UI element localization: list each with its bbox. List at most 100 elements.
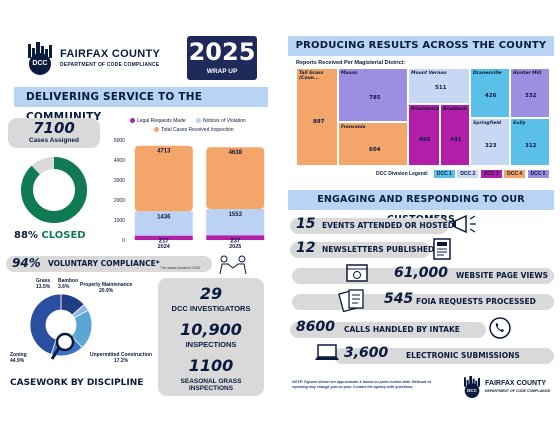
right-page: PRODUCING RESULTS ACROSS THE COUNTY Repo… bbox=[280, 0, 560, 433]
pie-zoning-pct: 44.9% bbox=[10, 358, 25, 364]
cell-hunter-mill: Hunter Mill 332 bbox=[510, 68, 550, 118]
district-treemap: Tall Grass (Coun... 897 Mason 785 Franco… bbox=[296, 68, 550, 168]
pie-label-property: Property Maintenance 20.9% bbox=[80, 282, 132, 294]
stat-web-views-label: WEBSITE PAGE VIEWS bbox=[456, 271, 549, 280]
bar-legal-label: 237 bbox=[230, 238, 241, 244]
stat-foia-label: FOIA REQUESTS PROCESSED bbox=[416, 297, 536, 306]
laptop-icon bbox=[315, 344, 339, 360]
footer-org-subtitle: DEPARTMENT OF CODE COMPLIANCE bbox=[485, 389, 551, 393]
stat-calls-pill bbox=[290, 322, 486, 338]
bar-notices-label: 1553 bbox=[229, 212, 243, 218]
casework-title: CASEWORK BY DISCIPLINE bbox=[10, 378, 144, 388]
stat-newsletters-label: NEWSLETTERS PUBLISHED bbox=[322, 245, 435, 254]
bar-notices bbox=[134, 211, 193, 236]
stat-newsletters-number: 12 bbox=[296, 240, 316, 256]
voluntary-percent: 94% bbox=[12, 256, 41, 270]
bar-total-label: 4638 bbox=[229, 150, 243, 156]
y-tick-label: 5000 bbox=[114, 138, 125, 144]
pie-label-zoning: Zoning 44.9% bbox=[10, 352, 27, 364]
inspections-number: 10,900 bbox=[180, 320, 242, 339]
year-subtitle: WRAP UP bbox=[206, 68, 238, 75]
stat-events-pill bbox=[290, 218, 448, 234]
closed-stat: 88% CLOSED bbox=[14, 230, 86, 241]
pie-label-grass: Grass 13.5% bbox=[36, 278, 50, 290]
cell-franconia-value: 604 bbox=[369, 147, 381, 153]
legend-dcc3: DCC 3 bbox=[480, 170, 502, 178]
webpage-icon bbox=[346, 264, 368, 282]
y-tick-label: 3000 bbox=[114, 178, 125, 184]
bar-total bbox=[134, 145, 193, 212]
stat-newsletters-pill bbox=[290, 242, 430, 258]
pie-zoning-name: Zoning bbox=[10, 352, 27, 358]
cell-braddock-value: 441 bbox=[450, 137, 462, 143]
bar-total bbox=[206, 147, 265, 209]
results-banner: PRODUCING RESULTS ACROSS THE COUNTY bbox=[288, 36, 554, 56]
cell-providence-value: 466 bbox=[419, 137, 431, 143]
pie-slice-zoning bbox=[29, 293, 62, 355]
skyline-logo-icon bbox=[28, 42, 52, 75]
seasonal-label: SEASONAL GRASS INSPECTIONS bbox=[180, 378, 242, 392]
cell-dranesville: Dranesville 426 bbox=[470, 68, 510, 118]
cell-tall-grass-name: Tall Grass (Coun... bbox=[299, 71, 324, 81]
investigators-label: DCC INVESTIGATORS bbox=[171, 304, 251, 313]
legend-total-label: Total Cases Received Inspection bbox=[161, 127, 234, 133]
division-legend: DCC Division Legend: DCC 1 DCC 2 DCC 3 D… bbox=[376, 170, 549, 178]
cell-tall-grass: Tall Grass (Coun... 897 bbox=[296, 68, 338, 166]
cell-dranesville-value: 426 bbox=[485, 93, 497, 99]
cases-assigned-number: 7100 bbox=[33, 119, 75, 137]
legend-notices-label: Notices of Violation bbox=[203, 118, 246, 124]
stat-electronic-number: 3,600 bbox=[344, 345, 389, 361]
donut-closed-arc bbox=[21, 157, 87, 223]
cell-dranesville-name: Dranesville bbox=[473, 71, 502, 76]
cell-franconia: Franconia 604 bbox=[338, 122, 408, 166]
pie-label-unpermitted: Unpermitted Construction 17.2% bbox=[90, 352, 152, 364]
legend-dcc4: DCC 4 bbox=[504, 170, 526, 178]
investigators-number: 29 bbox=[199, 284, 223, 303]
engaging-banner: ENGAGING AND RESPONDING TO OUR CUSTOMERS bbox=[288, 190, 554, 225]
cell-mount-vernon-name: Mount Vernon bbox=[411, 71, 447, 76]
pie-unpermitted-name: Unpermitted Construction bbox=[90, 352, 152, 358]
stat-electronic-pill bbox=[334, 348, 554, 364]
legend-notices: Notices of Violation bbox=[196, 118, 246, 124]
newsletter-icon bbox=[433, 238, 451, 260]
cases-assigned-label: Cases Assigned bbox=[29, 137, 79, 144]
stat-foia-number: 545 bbox=[384, 291, 414, 307]
legend-legal: Legal Requests Made bbox=[130, 118, 186, 124]
cell-providence-name: Providence bbox=[411, 107, 440, 112]
pie-property-pct: 20.9% bbox=[99, 288, 114, 294]
cell-braddock: Braddock 441 bbox=[440, 104, 470, 166]
pie-bamboo-pct: 3.6% bbox=[58, 284, 70, 290]
inspection-stats-box: 29 DCC INVESTIGATORS 10,900 INSPECTIONS … bbox=[158, 278, 264, 396]
footer-org-name: FAIRFAX COUNTY bbox=[485, 380, 547, 387]
bar-legal bbox=[206, 235, 265, 240]
cell-sully-value: 312 bbox=[525, 143, 537, 149]
legend-dcc2: DCC 2 bbox=[457, 170, 479, 178]
pie-label-bamboo: Bamboo 3.6% bbox=[58, 278, 78, 290]
voluntary-label: VOLUNTARY COMPLIANCE* bbox=[48, 259, 160, 268]
cell-sully-name: Sully bbox=[513, 121, 526, 126]
legend-dcc1: DCC 1 bbox=[433, 170, 455, 178]
org-subtitle: DEPARTMENT OF CODE COMPLIANCE bbox=[60, 62, 160, 68]
stat-electronic-label: ELECTRONIC SUBMISSIONS bbox=[406, 351, 520, 360]
cell-springfield-name: Springfield bbox=[473, 121, 502, 126]
closed-label: CLOSED bbox=[41, 230, 86, 241]
legend-dcc5: DCC 5 bbox=[527, 170, 549, 178]
disclaimer-note: NOTE: Figures shown are approximate & ba… bbox=[292, 380, 431, 389]
bar-notices-label: 1436 bbox=[157, 214, 171, 220]
closed-percent: 88% bbox=[14, 230, 38, 241]
year-badge: 2025 WRAP UP bbox=[187, 36, 257, 80]
cell-hunter-mill-name: Hunter Mill bbox=[513, 71, 542, 76]
footer-logo-text: DCC bbox=[467, 388, 477, 393]
closed-donut-chart bbox=[21, 157, 87, 223]
seasonal-number: 1100 bbox=[188, 356, 234, 375]
voluntary-banner: 94% VOLUNTARY COMPLIANCE* bbox=[6, 256, 212, 272]
cell-mount-vernon: Mount Vernon 511 bbox=[408, 68, 470, 104]
service-banner: DELIVERING SERVICE TO THE COMMUNITY bbox=[14, 87, 268, 123]
casework-pie-chart bbox=[29, 293, 93, 357]
stat-web-views-number: 61,000 bbox=[394, 265, 449, 281]
cell-springfield: Springfield 323 bbox=[470, 118, 510, 166]
inspections-label: INSPECTIONS bbox=[185, 340, 237, 349]
stat-events-number: 15 bbox=[296, 216, 316, 232]
x-category-label: 2024 bbox=[158, 244, 171, 250]
cell-mount-vernon-value: 511 bbox=[435, 85, 447, 91]
